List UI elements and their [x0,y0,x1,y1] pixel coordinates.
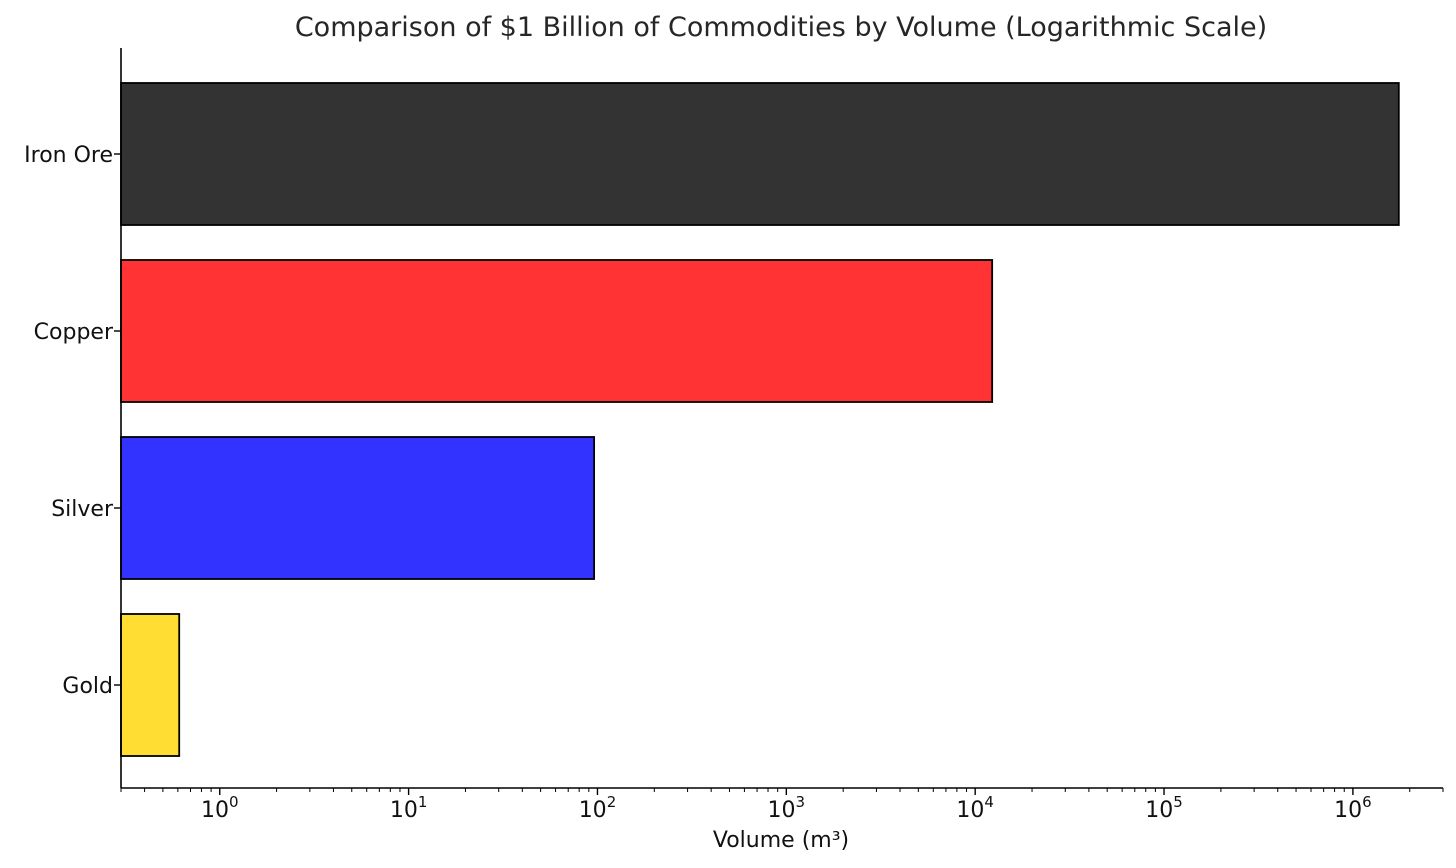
x-tick-label: 102 [579,793,617,823]
x-tick-exponent: 5 [1173,793,1183,811]
x-tick-base: 10 [1334,798,1362,823]
x-tick-base: 10 [201,798,229,823]
x-tick-label: 103 [768,793,806,823]
x-tick-label: 105 [1145,793,1183,823]
x-axis-ticks: 100 101 102 103 104 105 106 [120,788,1444,823]
bar-silver [120,436,596,580]
x-tick-label: 106 [1334,793,1372,823]
x-tick-exponent: 2 [607,793,617,811]
y-axis-ticks: Iron Ore Copper Silver Gold [24,143,121,699]
x-tick-label: 104 [956,793,994,823]
x-tick-base: 10 [1145,798,1173,823]
x-tick-exponent: 0 [229,793,239,811]
y-tick-label: Gold [62,674,113,699]
bar-copper [120,259,994,403]
x-tick-exponent: 4 [984,793,994,811]
x-tick-exponent: 6 [1362,793,1372,811]
x-tick-base: 10 [956,798,984,823]
y-tick-label: Copper [34,320,114,345]
x-tick-exponent: 3 [796,793,806,811]
chart-title: Comparison of $1 Billion of Commodities … [295,12,1267,43]
y-tick-label: Iron Ore [24,143,113,168]
x-tick-exponent: 1 [418,793,428,811]
x-tick-base: 10 [579,798,607,823]
x-tick-base: 10 [768,798,796,823]
x-tick-label: 100 [201,793,239,823]
bars-group [120,82,1400,757]
y-tick-label: Silver [51,497,114,522]
bar-gold [120,613,181,757]
x-tick-label: 101 [390,793,428,823]
bar-iron-ore [120,82,1400,226]
x-axis-label: Volume (m³) [713,828,849,853]
x-tick-base: 10 [390,798,418,823]
